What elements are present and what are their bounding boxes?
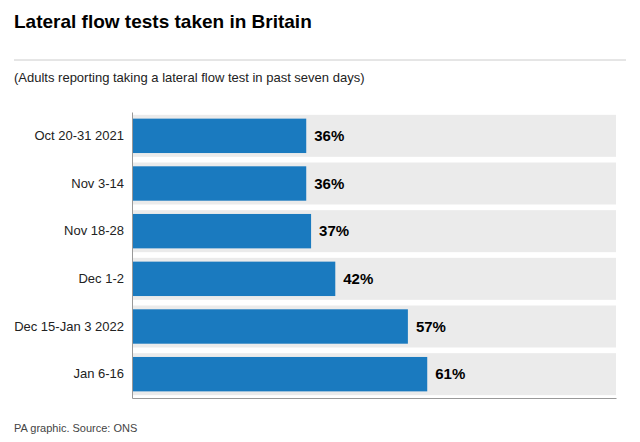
bar bbox=[132, 214, 311, 248]
row-band bbox=[132, 210, 616, 252]
data-label: 57% bbox=[416, 318, 446, 335]
x-axis bbox=[133, 398, 617, 399]
title: Lateral flow tests taken in Britain bbox=[14, 11, 312, 32]
subtitle: (Adults reporting taking a lateral flow … bbox=[14, 70, 364, 85]
row-band bbox=[132, 258, 616, 300]
data-label: 36% bbox=[314, 175, 344, 192]
y-tick-label: Jan 6-16 bbox=[73, 366, 124, 381]
x-axis-line bbox=[133, 398, 617, 399]
y-tick: Nov 3-14 bbox=[71, 176, 124, 191]
row-band bbox=[132, 163, 616, 205]
data-label: 36% bbox=[314, 127, 344, 144]
footer: PA graphic. Source: ONS bbox=[14, 422, 137, 434]
bar bbox=[132, 262, 335, 296]
data-labels: 36% 36% 37% 42% 57% 61% bbox=[314, 127, 465, 382]
plot: 36% 36% 37% 42% 57% 61% Oct 20-31 2021 Nov 3-14… bbox=[14, 113, 616, 399]
data-label: 42% bbox=[343, 270, 373, 287]
data-label: 61% bbox=[435, 365, 465, 382]
row-band bbox=[132, 115, 616, 157]
chart: Lateral flow tests taken in Britain (Adul… bbox=[0, 0, 640, 442]
y-tick-label: Oct 20-31 2021 bbox=[34, 128, 124, 143]
y-tick-label: Nov 3-14 bbox=[71, 176, 124, 191]
title-rule bbox=[14, 60, 626, 61]
y-axis: Oct 20-31 2021 Nov 3-14 Nov 18-28 Dec 1-2 De… bbox=[14, 113, 132, 399]
y-axis-line bbox=[132, 113, 133, 399]
bar bbox=[132, 166, 306, 200]
data-label: 37% bbox=[319, 222, 349, 239]
row-band bbox=[132, 353, 616, 395]
y-tick: Oct 20-31 2021 bbox=[34, 128, 124, 143]
bar bbox=[132, 119, 306, 153]
bar bbox=[132, 357, 427, 391]
marks bbox=[132, 115, 616, 395]
y-tick-label: Dec 15-Jan 3 2022 bbox=[14, 319, 124, 334]
bar bbox=[132, 309, 408, 343]
y-tick: Nov 18-28 bbox=[64, 223, 124, 238]
y-tick: Dec 1-2 bbox=[78, 271, 124, 286]
y-tick: Dec 15-Jan 3 2022 bbox=[14, 319, 124, 334]
y-tick-label: Nov 18-28 bbox=[64, 223, 124, 238]
y-tick-label: Dec 1-2 bbox=[78, 271, 124, 286]
y-tick: Jan 6-16 bbox=[73, 366, 124, 381]
row-band bbox=[132, 306, 616, 348]
